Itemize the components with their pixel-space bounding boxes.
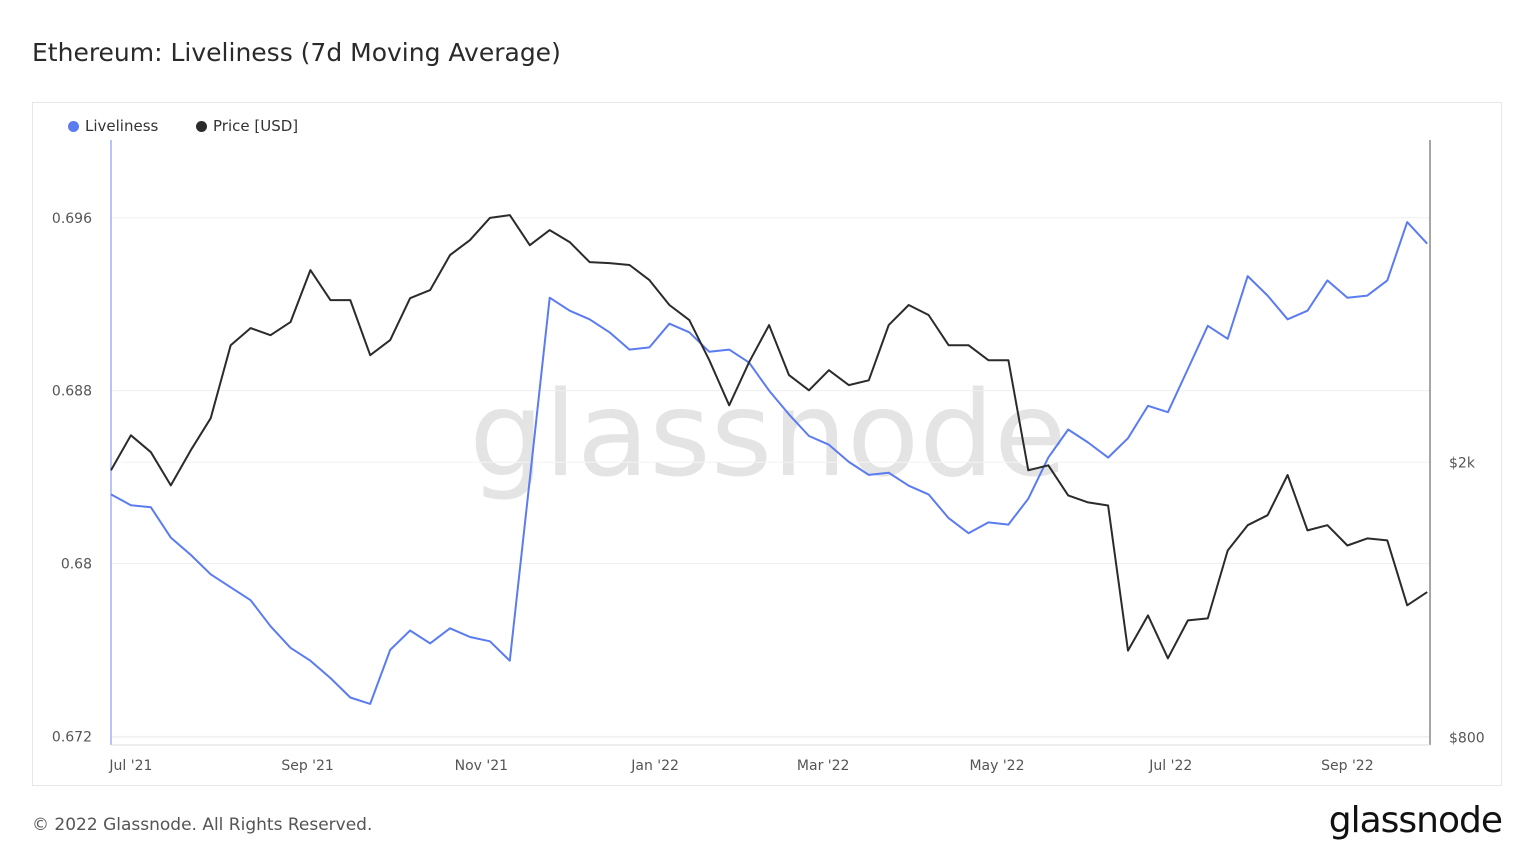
x-tick-label: Mar '22 [797,758,850,774]
y-right-tick-label: $2k [1449,455,1476,471]
legend-label: Liveliness [85,117,159,135]
x-tick-label: May '22 [969,758,1024,774]
chart-title: Ethereum: Liveliness (7d Moving Average) [32,38,561,67]
x-tick-label: Sep '22 [1321,758,1374,774]
y-left-tick-label: 0.688 [52,384,92,400]
series-line-price [110,214,1428,660]
x-tick-label: Jul '21 [108,758,152,774]
y-left-tick-label: 0.672 [52,729,92,745]
watermark: glassnode [469,365,1066,503]
y-left-tick-label: 0.696 [52,211,92,227]
legend-swatch-liveliness [68,120,79,132]
legend-swatch-price [196,120,207,132]
y-right-tick-label: $800 [1449,730,1485,746]
y-left-tick-label: 0.68 [61,557,92,573]
legend-label: Price [USD] [213,117,299,135]
x-tick-label: Nov '21 [455,758,508,774]
copyright: © 2022 Glassnode. All Rights Reserved. [32,815,373,835]
legend-item-price[interactable]: Price [USD] [196,117,298,135]
chart-frame [32,102,1502,786]
glassnode-logo: glassnode [1328,800,1503,841]
legend-item-liveliness[interactable]: Liveliness [68,117,158,135]
x-tick-label: Jan '22 [630,758,679,774]
x-tick-label: Jul '22 [1148,758,1192,774]
series-line-liveliness [110,221,1428,705]
x-tick-label: Sep '21 [281,758,334,774]
